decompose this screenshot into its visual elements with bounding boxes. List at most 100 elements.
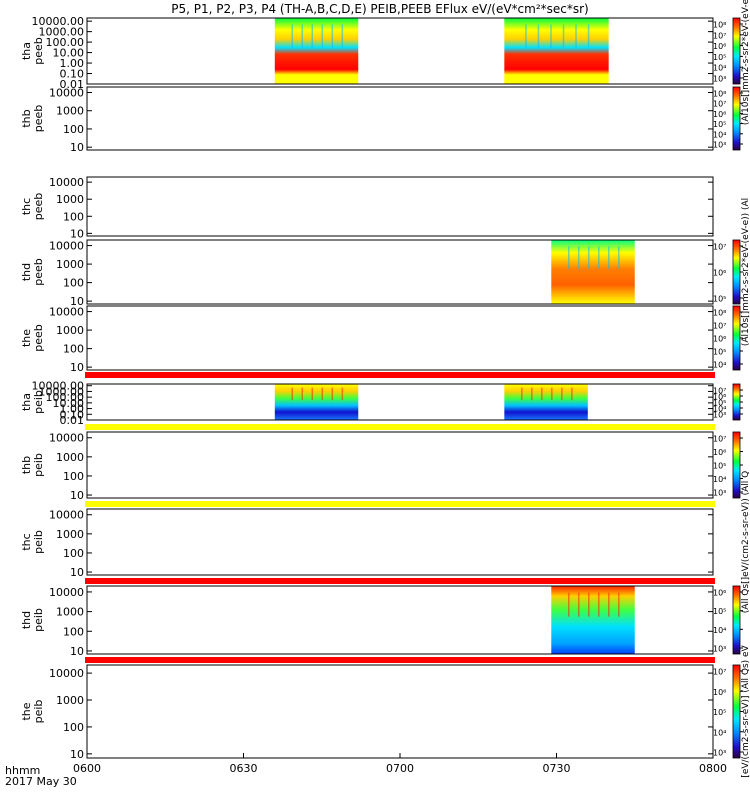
x-tick-label: 0630 bbox=[230, 762, 258, 775]
colorbar bbox=[732, 239, 741, 305]
spectrogram-streak bbox=[551, 387, 553, 401]
colorbar-tick-label: 10⁶ bbox=[713, 110, 726, 119]
y-tick-label: 100 bbox=[63, 721, 84, 734]
x-tick-label: 0600 bbox=[73, 762, 101, 775]
colorbar-tick-label: 10⁷ bbox=[713, 100, 726, 109]
x-axis-label-date: 2017 May 30 bbox=[5, 775, 77, 788]
panel-probe-label: thc bbox=[20, 533, 33, 550]
y-tick-label: 10000 bbox=[49, 176, 84, 189]
spectrogram-streak bbox=[341, 387, 344, 401]
spectrogram-block bbox=[274, 18, 359, 84]
spectrogram-streak bbox=[291, 24, 293, 48]
y-tick-label: 100.00 bbox=[46, 36, 85, 49]
spectrogram-streak bbox=[321, 24, 324, 48]
panel-probe-label: the bbox=[20, 329, 33, 347]
panel-instrument-label: peeb bbox=[32, 258, 45, 286]
y-tick-label: 1000 bbox=[56, 105, 84, 118]
colorbar-tick-label: 10⁷ bbox=[713, 31, 726, 40]
panel-frame bbox=[86, 585, 714, 655]
spectrogram-streak bbox=[541, 387, 543, 401]
y-tick-label: 1000 bbox=[56, 258, 84, 271]
colorbar-tick-label: 10⁴ bbox=[713, 405, 726, 414]
spectrogram-streak bbox=[537, 24, 540, 48]
spectrogram-streak bbox=[550, 24, 552, 48]
panel-probe-label: tha bbox=[20, 393, 33, 411]
y-tick-label: 10 bbox=[70, 227, 84, 240]
y-tick-label: 1000.00 bbox=[39, 26, 85, 39]
panel-frame bbox=[86, 239, 714, 305]
x-axis: 0600 0630 0700 0730 0800 bbox=[73, 753, 727, 775]
colorbar-tick-label: 10⁵ bbox=[713, 607, 726, 616]
y-tick-label: 10000 bbox=[49, 86, 84, 99]
y-tick-label: 10000 bbox=[49, 667, 84, 680]
y-tick-label: 0.10 bbox=[60, 408, 85, 421]
panel-instrument-label: peib bbox=[32, 608, 45, 632]
y-tick-label: 100 bbox=[63, 343, 84, 356]
y-tick-label: 0.01 bbox=[60, 78, 85, 91]
colorbar bbox=[732, 585, 741, 655]
spectrogram-streak bbox=[311, 24, 314, 48]
colorbar-tick-label: 10⁸ bbox=[713, 21, 726, 30]
colorbar-tick-label: 10⁶ bbox=[713, 269, 726, 278]
y-tick-label: 10 bbox=[70, 748, 84, 761]
x-tick-label: 0800 bbox=[699, 762, 727, 775]
y-tick-label: 0.01 bbox=[60, 414, 85, 427]
y-tick-label: 10000 bbox=[49, 586, 84, 599]
spectrogram-block bbox=[274, 384, 359, 420]
y-tick-label: 1000 bbox=[56, 451, 84, 464]
colorbar-tick-label: 10⁵ bbox=[713, 53, 726, 62]
spectrogram-block bbox=[504, 384, 588, 420]
spectrogram-streak bbox=[567, 592, 570, 617]
panel-probe-label: tha bbox=[20, 42, 33, 60]
colorbar-tick-label: 10⁷ bbox=[713, 435, 726, 444]
y-tick-label: 10 bbox=[70, 489, 84, 502]
colorbar-tick-label: 10⁶ bbox=[713, 393, 726, 402]
colorbar-tick-label: 10⁶ bbox=[713, 688, 726, 697]
panel-thd-peeb: 10000 1000 100 10 thd peeb 10⁷ 10⁶ 10⁵ (Al10s[]mm… bbox=[20, 198, 750, 346]
panel-frame bbox=[86, 305, 714, 371]
panel-the-peib: 10000 1000 100 10 the peib 10⁷ 10⁶ 10⁵ 10⁴ 10³ [eV/… bbox=[20, 644, 750, 777]
panel-instrument-label: peib bbox=[32, 530, 45, 554]
spectrogram-block bbox=[504, 18, 609, 84]
spectrogram-streak bbox=[567, 246, 570, 269]
spectrogram-streak bbox=[531, 387, 533, 401]
colorbar-tick-label: 10⁴ bbox=[713, 475, 726, 484]
colorbar bbox=[732, 431, 741, 499]
spectrogram-streak bbox=[301, 24, 304, 48]
panel-instrument-label: peeb bbox=[32, 105, 45, 133]
spectrogram-streak bbox=[331, 387, 334, 401]
colorbar bbox=[732, 17, 741, 85]
spectrogram-streak bbox=[588, 592, 590, 617]
y-tick-label: 10.00 bbox=[53, 47, 85, 60]
colorbar-tick-label: 10⁷ bbox=[713, 668, 726, 677]
spectrogram-streak bbox=[525, 24, 527, 48]
colorbar-tick-label: 10⁵ bbox=[713, 399, 726, 408]
spectrogram-streak bbox=[577, 592, 580, 617]
chart-title: P5, P1, P2, P3, P4 (TH-A,B,C,D,E) PEIB,P… bbox=[171, 2, 588, 16]
panel-instrument-label: peeb bbox=[32, 193, 45, 221]
spectrogram-streak bbox=[598, 246, 600, 269]
panel-probe-label: thd bbox=[20, 611, 33, 629]
colorbar-tick-label: 10³ bbox=[713, 411, 726, 420]
x-tick-label: 0730 bbox=[543, 762, 571, 775]
colorbar-tick-label: 10⁷ bbox=[713, 387, 726, 396]
y-tick-label: 1000 bbox=[56, 694, 84, 707]
colorbar-tick-label: 10⁸ bbox=[713, 309, 726, 318]
colorbar-label: [eV/(cm2-s-sr-eV)] (All Qs) eV bbox=[741, 644, 750, 777]
panel-thc-peib: 10000 1000 100 10 thc peib (All Qs[]eV/(cm2-s-… bbox=[20, 471, 750, 613]
y-tick-label: 1000 bbox=[56, 193, 84, 206]
y-tick-label: 10000 bbox=[49, 306, 84, 319]
y-tick-label: 1.00 bbox=[60, 57, 85, 70]
colorbar-tick-label: 10⁶ bbox=[713, 42, 726, 51]
x-axis-label-units: hhmm bbox=[5, 764, 40, 777]
panel-probe-label: thb bbox=[20, 456, 33, 474]
spectrogram-streak bbox=[571, 387, 573, 401]
panel-thb-peib: 10000 1000 100 10 thb peib 10⁷ 10⁶ 10⁵ 10⁴ 10³ bbox=[20, 431, 743, 502]
separator-bar bbox=[85, 657, 715, 663]
y-tick-label: 10.00 bbox=[53, 397, 85, 410]
panel-the-peeb: 10000 1000 100 10 the peeb 10⁸ 10⁷ 10⁶ 10⁵ 10⁴ bbox=[20, 305, 743, 374]
y-tick-label: 10000 bbox=[49, 509, 84, 522]
colorbar-tick-label: 10⁶ bbox=[713, 448, 726, 457]
panel-frame bbox=[86, 176, 714, 237]
